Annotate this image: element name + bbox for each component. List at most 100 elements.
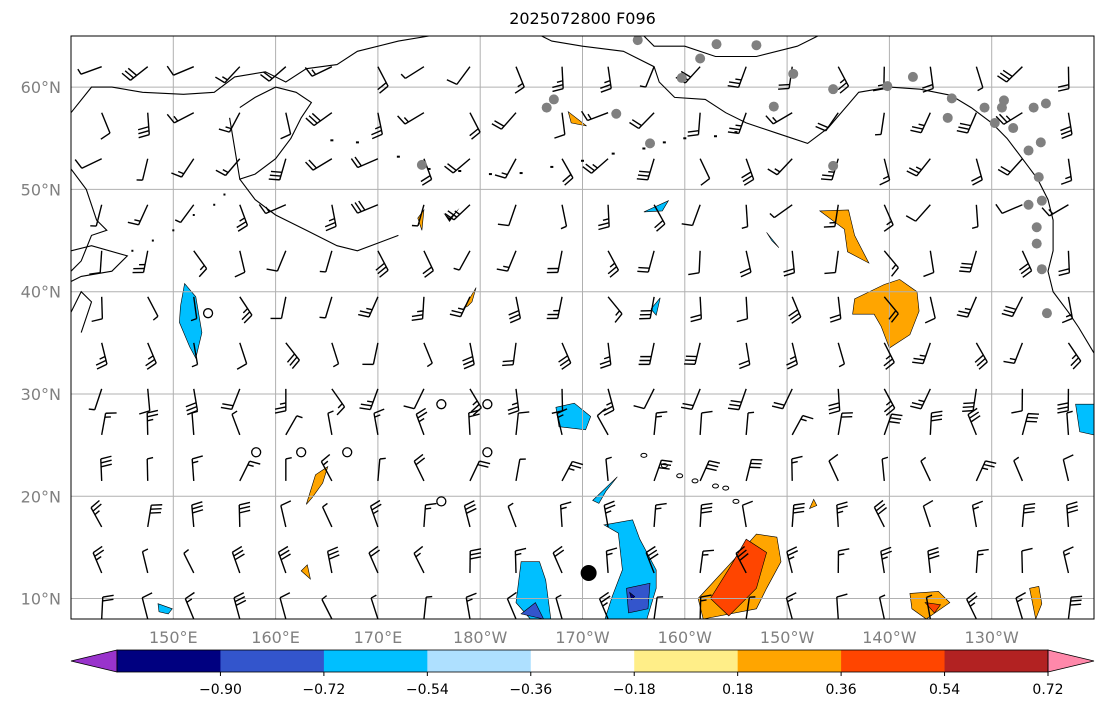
wind-barb xyxy=(741,500,753,528)
wind-barb xyxy=(507,502,517,528)
wind-barb xyxy=(145,342,157,370)
wind-barb xyxy=(469,548,482,573)
station-dot xyxy=(1008,123,1019,134)
wind-barb xyxy=(215,158,241,177)
station-dot xyxy=(998,95,1009,106)
wind-barb xyxy=(598,204,610,231)
wind-barb xyxy=(321,502,333,528)
lon-tick-label: 160°E xyxy=(251,628,300,647)
wind-barb xyxy=(629,112,655,130)
wind-barb xyxy=(546,250,563,274)
lon-tick-label: 150°W xyxy=(760,628,815,647)
wind-barb xyxy=(556,408,568,436)
shaded-area-21 xyxy=(650,297,661,316)
island-11 xyxy=(662,141,666,144)
lat-tick-label: 10°N xyxy=(21,590,61,609)
station-dot xyxy=(989,117,1000,128)
station-dot xyxy=(1028,102,1039,113)
wind-barb xyxy=(607,250,620,278)
colorbar-tick-label: 0.36 xyxy=(826,682,857,698)
wind-barb xyxy=(90,204,103,227)
wind-barb xyxy=(90,499,103,528)
wind-barb xyxy=(1066,410,1073,435)
wind-barb xyxy=(837,548,850,573)
wind-barb xyxy=(285,342,300,370)
wind-barb xyxy=(514,547,527,573)
wind-barb xyxy=(739,250,752,278)
wind-barb xyxy=(215,66,241,84)
wind-barb xyxy=(791,414,814,436)
wind-barb xyxy=(331,342,340,368)
shaded-area-22 xyxy=(1075,403,1094,436)
wind-barb xyxy=(369,499,382,528)
wind-barb xyxy=(508,296,522,324)
wind-barb xyxy=(147,296,159,321)
wind-barbs xyxy=(74,65,1083,619)
wind-barb xyxy=(350,156,379,169)
wind-barb xyxy=(321,595,333,619)
colorbar-segment xyxy=(220,650,325,672)
wind-barb xyxy=(959,250,978,273)
wind-barb xyxy=(277,545,291,574)
wind-barb xyxy=(967,407,981,436)
wind-barb xyxy=(922,499,934,528)
wind-barb xyxy=(403,388,425,410)
wind-barb xyxy=(358,296,379,318)
lon-tick-label: 130°W xyxy=(965,628,1020,647)
wind-barb xyxy=(605,547,618,574)
flag-marker xyxy=(443,208,460,223)
wind-barb xyxy=(783,250,796,277)
station-dot xyxy=(751,40,762,51)
wind-barb xyxy=(875,112,885,136)
shaded-area-20 xyxy=(766,232,780,248)
colorbar-tick-label: −0.72 xyxy=(302,682,345,698)
wind-barb xyxy=(400,66,425,80)
colorbar-segment xyxy=(944,650,1049,672)
island-14 xyxy=(734,131,738,134)
wind-barb xyxy=(370,594,379,619)
wind-barb xyxy=(239,460,261,482)
wind-barb xyxy=(1001,296,1024,318)
colorbar xyxy=(70,649,1095,673)
calm-wind-circle xyxy=(482,399,493,410)
wind-barb xyxy=(883,204,894,232)
wind-barb xyxy=(923,250,935,278)
longitude-labels: 150°E 160°E 170°E 180°W 170°W 160°W 150°W 140°W… xyxy=(149,628,1019,647)
wind-barb xyxy=(141,548,149,574)
wind-barb xyxy=(359,388,379,411)
wind-barb xyxy=(1067,595,1083,619)
wind-barb xyxy=(166,112,195,124)
kuril-island-1 xyxy=(151,239,154,242)
wind-barb xyxy=(690,296,703,323)
colorbar-segment xyxy=(737,650,842,672)
wind-barb xyxy=(95,342,108,370)
wind-barb xyxy=(771,388,793,410)
colorbar-segment xyxy=(530,650,635,672)
station-dot xyxy=(1035,137,1046,148)
station-dot xyxy=(548,94,559,105)
wind-barb xyxy=(331,388,346,416)
wind-barb xyxy=(559,501,572,527)
wind-barb xyxy=(92,545,105,574)
wind-barb xyxy=(218,112,241,133)
station-dot xyxy=(979,102,990,113)
shaded-area-24 xyxy=(520,602,544,619)
station-dot xyxy=(711,39,722,50)
wind-barb xyxy=(1003,342,1024,365)
wind-barb xyxy=(258,204,287,215)
wind-barb xyxy=(234,250,246,278)
wind-barb xyxy=(956,296,977,318)
shaded-area-9 xyxy=(1029,585,1043,619)
wind-barb xyxy=(684,342,701,365)
wind-barb xyxy=(469,112,481,140)
station-dot xyxy=(645,138,656,149)
wind-barb xyxy=(1021,503,1036,528)
wind-barb xyxy=(879,158,891,186)
colorbar-segment xyxy=(323,650,428,672)
wind-barb xyxy=(997,158,1023,176)
wind-barb xyxy=(962,388,978,412)
wind-barb xyxy=(515,411,530,435)
wind-barb xyxy=(1021,412,1040,436)
wind-barb xyxy=(422,250,434,278)
wind-barb xyxy=(1066,501,1079,528)
